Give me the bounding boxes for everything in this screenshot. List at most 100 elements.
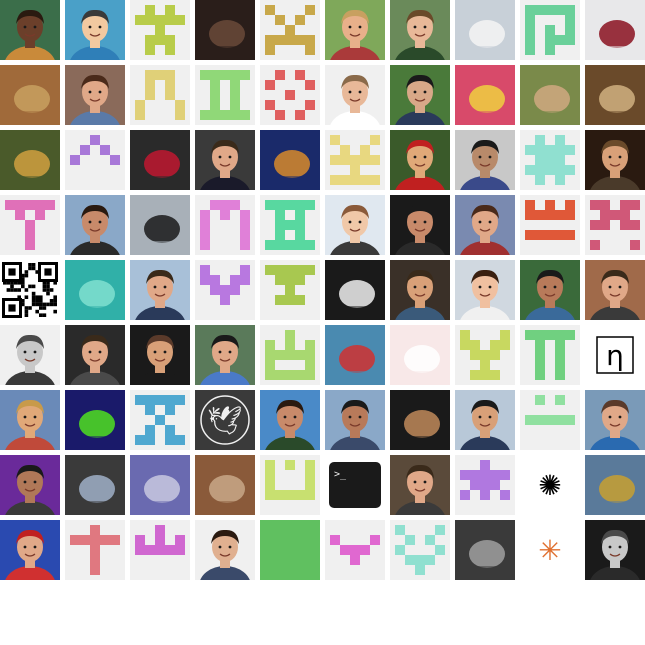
terminal-icon[interactable]: >_ [325, 455, 385, 515]
photo-white-dogs[interactable] [455, 0, 515, 60]
identicon-coral[interactable] [260, 65, 320, 125]
identicon-lavender[interactable] [65, 130, 125, 190]
avatar-person-red-hood[interactable] [390, 130, 450, 190]
avatar-man-glasses-white-bg[interactable] [195, 520, 255, 580]
identicon-pale-green[interactable] [520, 390, 580, 450]
avatar-woman-striped[interactable] [325, 195, 385, 255]
avatar-man-desert-image [65, 195, 125, 255]
avatar-man-canyon-image [455, 195, 515, 255]
eta-logo[interactable]: η [585, 325, 645, 385]
avatar-man-dark-studio[interactable] [130, 325, 190, 385]
identicon-olive-green[interactable] [260, 260, 320, 320]
identicon-chartreuse-image [260, 455, 320, 515]
identicon-rose[interactable] [585, 195, 645, 255]
identicon-pale-green-image [520, 390, 580, 450]
photo-cartoon-duck[interactable] [455, 65, 515, 125]
avatar-man-glasses-bw[interactable] [0, 325, 60, 385]
avatar-man-desert[interactable] [65, 195, 125, 255]
avatar-man-presenting[interactable] [130, 260, 190, 320]
avatar-cartoon-woman-curly-hair[interactable] [0, 0, 60, 60]
identicon-pink[interactable] [0, 195, 60, 255]
avatar-man-canyon[interactable] [455, 195, 515, 255]
photo-lion-art[interactable] [260, 130, 320, 190]
dove-logo[interactable]: 🕊 [195, 390, 255, 450]
avatar-pixel-art-glasses[interactable] [65, 0, 125, 60]
identicon-salmon-cross[interactable] [65, 520, 125, 580]
avatar-man-with-glasses-bowtie[interactable] [390, 0, 450, 60]
photo-hands-on-table[interactable] [520, 65, 580, 125]
photo-plush-monkey[interactable] [585, 65, 645, 125]
avatar-man-plaid-shirt[interactable] [455, 130, 515, 190]
photo-cat-flower-crown[interactable] [390, 325, 450, 385]
photo-latte-art[interactable] [390, 390, 450, 450]
photo-skateboarder-bw[interactable] [325, 260, 385, 320]
avatar-man-blue-jacket-mountains[interactable] [585, 390, 645, 450]
avatar-person-red-cap-sky[interactable] [0, 520, 60, 580]
identicon-pale-yellow[interactable] [130, 65, 190, 125]
avatar-man-chalkboard[interactable] [65, 325, 125, 385]
identicon-sky-blue-image [130, 390, 190, 450]
photo-golden-pavilion[interactable] [585, 455, 645, 515]
photo-rock-climber[interactable] [0, 65, 60, 125]
identicon-light-green[interactable] [195, 65, 255, 125]
identicon-green-pi[interactable] [520, 325, 580, 385]
photo-statue-circle[interactable] [65, 455, 125, 515]
photo-woman-beach[interactable] [325, 325, 385, 385]
avatar-man-purple-background[interactable] [0, 455, 60, 515]
identicon-butter[interactable] [325, 130, 385, 190]
avatar-young-man-lake[interactable] [260, 390, 320, 450]
avatar-man-beard-tshirt[interactable] [390, 260, 450, 320]
identicon-yellow-green[interactable] [455, 325, 515, 385]
avatar-man-park[interactable] [520, 260, 580, 320]
identicon-chartreuse[interactable] [260, 455, 320, 515]
photo-green-pixel-monster[interactable] [65, 390, 125, 450]
photo-hands-dark[interactable] [195, 0, 255, 60]
identicon-red-orange[interactable] [520, 195, 580, 255]
photo-cat-closeup[interactable] [130, 455, 190, 515]
avatar-man-smiling-office[interactable] [390, 455, 450, 515]
avatar-man-brick-wall[interactable] [585, 260, 645, 320]
identicon-salmon-cross-image [65, 520, 125, 580]
identicon-violet[interactable] [195, 260, 255, 320]
identicon-orchid[interactable] [130, 520, 190, 580]
avatar-man-beach-rocks[interactable] [325, 390, 385, 450]
identicon-magenta-arch[interactable] [195, 195, 255, 255]
identicon-teal-green[interactable] [260, 195, 320, 255]
photo-red-sphere[interactable] [585, 0, 645, 60]
photo-red-square-face[interactable] [130, 130, 190, 190]
identicon-mint[interactable] [520, 130, 580, 190]
orange-burst-logo[interactable]: ✳ [520, 520, 580, 580]
avatar-bald-man-bw[interactable] [585, 520, 645, 580]
avatar-man-glasses-beard[interactable] [585, 130, 645, 190]
qr-code[interactable] [0, 260, 60, 320]
avatar-woman-sunhat-sunglasses[interactable] [0, 390, 60, 450]
solid-green-square[interactable] [260, 520, 320, 580]
avatar-man-smiling-striped[interactable] [65, 65, 125, 125]
avatar-man-curly-dark[interactable] [390, 195, 450, 255]
avatar-bearded-man-white-shirt[interactable] [325, 65, 385, 125]
identicon-lime[interactable] [260, 325, 320, 385]
avatar-man-plaid-shirt-image [455, 130, 515, 190]
identicon-magenta-v[interactable] [325, 520, 385, 580]
photo-silhouette-dog[interactable] [130, 195, 190, 255]
identicon-green-pi-image [520, 325, 580, 385]
identicon-purple-star[interactable] [455, 455, 515, 515]
identicon-mustard[interactable] [260, 0, 320, 60]
avatar-woman-glasses-smile[interactable] [455, 260, 515, 320]
avatar-man-conference[interactable] [195, 130, 255, 190]
sun-spiral-logo[interactable]: ✺ [520, 455, 580, 515]
avatar-man-glasses-bw-image [0, 325, 60, 385]
photo-electronics-workbench[interactable] [195, 455, 255, 515]
identicon-olive[interactable] [130, 0, 190, 60]
photo-turquoise-sea[interactable] [65, 260, 125, 320]
identicon-sky-blue[interactable] [130, 390, 190, 450]
avatar-man-suit-outdoor[interactable] [390, 65, 450, 125]
photo-leopard[interactable] [0, 130, 60, 190]
photo-woman-hood-bw[interactable] [455, 520, 515, 580]
avatar-man-with-hat[interactable] [325, 0, 385, 60]
avatar-man-blue-shirt-outdoor[interactable] [195, 325, 255, 385]
avatar-man-sunglasses[interactable] [455, 390, 515, 450]
identicon-green-spiral[interactable] [520, 0, 580, 60]
photo-hands-dark-image [195, 0, 255, 60]
identicon-aqua[interactable] [390, 520, 450, 580]
